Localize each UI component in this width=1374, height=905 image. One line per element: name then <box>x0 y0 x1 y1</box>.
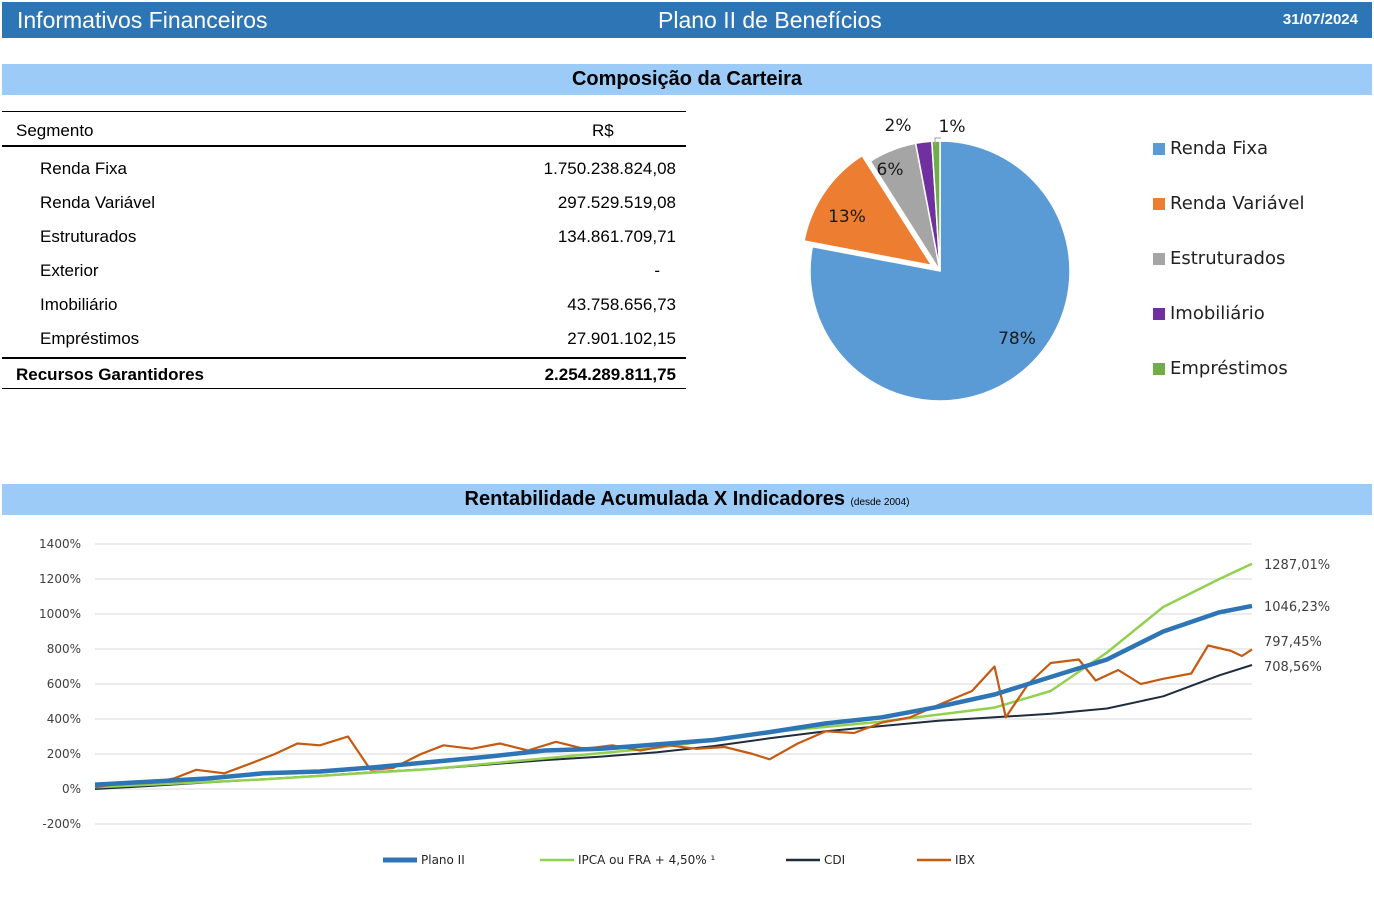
legend-swatch <box>1153 363 1165 375</box>
row-label: Renda Fixa <box>40 159 127 178</box>
series-end-label: 797,45% <box>1264 635 1322 650</box>
y-tick-label: 0% <box>62 782 81 796</box>
table-row: Estruturados 134.861.709,71 <box>2 219 686 253</box>
pie-slice-renda-vari-vel <box>803 154 934 267</box>
legend-series-label: CDI <box>824 853 845 867</box>
row-label: Renda Variável <box>40 193 155 212</box>
legend-swatch <box>1153 253 1165 265</box>
returns-subtitle: (desde 2004) <box>850 497 910 508</box>
pie-value-label: 78% <box>998 329 1036 349</box>
value-header: R$ <box>592 121 614 140</box>
row-label: Empréstimos <box>40 329 140 348</box>
total-rule-bottom <box>2 388 686 389</box>
legend-series-label: IBX <box>955 853 975 867</box>
segment-header: Segmento <box>16 121 94 140</box>
total-label: Recursos Garantidores <box>16 365 205 384</box>
legend-label: Renda Variável <box>1170 193 1304 214</box>
table-row: Imobiliário 43.758.656,73 <box>2 287 686 321</box>
legend-label: Estruturados <box>1170 248 1285 269</box>
row-label: Exterior <box>40 261 99 280</box>
legend-label: Renda Fixa <box>1170 138 1268 159</box>
legend-label: Imobiliário <box>1170 303 1265 324</box>
pie-value-label: 13% <box>828 207 866 227</box>
plan-title: Plano II de Benefícios <box>658 7 882 33</box>
legend-label: Empréstimos <box>1170 358 1288 379</box>
row-value: - <box>654 261 660 280</box>
series-end-label: 708,56% <box>1264 660 1322 675</box>
returns-title: Rentabilidade Acumulada X Indicadores <box>464 488 845 510</box>
pie-value-label: 6% <box>877 160 904 180</box>
table-row: Exterior - <box>2 253 686 287</box>
legend-series-label: Plano II <box>421 853 465 867</box>
y-tick-label: -200% <box>42 817 81 831</box>
pie-leader-line <box>934 137 941 146</box>
composition-section-header: Composição da Carteira <box>2 64 1372 95</box>
table-row: Renda Fixa 1.750.238.824,08 <box>2 151 686 185</box>
report-date: 31/07/2024 <box>1282 11 1358 28</box>
pie-slice-empr-stimos <box>931 140 941 272</box>
returns-section-header: Rentabilidade Acumulada X Indicadores (d… <box>2 484 1372 515</box>
y-tick-label: 1400% <box>39 537 81 551</box>
series-end-label: 1046,23% <box>1264 600 1330 615</box>
y-tick-label: 600% <box>47 677 81 691</box>
y-tick-label: 200% <box>47 747 81 761</box>
y-tick-label: 800% <box>47 642 81 656</box>
row-value: 1.750.238.824,08 <box>543 159 676 178</box>
y-tick-label: 1200% <box>39 572 81 586</box>
table-row: Renda Variável 297.529.519,08 <box>2 185 686 219</box>
row-value: 297.529.519,08 <box>557 193 676 212</box>
series-line-plano-ii <box>94 603 1253 787</box>
table-top-rule <box>2 111 686 112</box>
pie-value-label: 2% <box>885 116 912 136</box>
portfolio-pie-chart: 78% 13% 6% 2% 1% Renda Fixa Renda Variável Estr… <box>803 116 1304 402</box>
total-rule-top <box>2 357 686 359</box>
returns-line-chart: -200% 0% 200% 400% 600% 800% 1000% 1200% 1400% 10… <box>39 537 1330 867</box>
y-tick-label: 400% <box>47 712 81 726</box>
pie-value-label: 1% <box>939 117 966 137</box>
y-tick-label: 1000% <box>39 607 81 621</box>
legend-series-label: IPCA ou FRA + 4,50% ¹ <box>578 853 716 867</box>
composition-title: Composição da Carteira <box>571 68 803 90</box>
row-value: 43.758.656,73 <box>567 295 676 314</box>
row-value: 134.861.709,71 <box>557 227 676 246</box>
report-title: Informativos Financeiros <box>17 7 268 33</box>
series-end-label: 1287,01% <box>1264 558 1330 573</box>
row-value: 27.901.102,15 <box>567 329 676 348</box>
legend-swatch <box>1153 308 1165 320</box>
total-value: 2.254.289.811,75 <box>544 365 676 384</box>
header-rule <box>2 145 686 147</box>
top-header-bar: Informativos Financeiros Plano II de Ben… <box>2 2 1372 38</box>
row-label: Estruturados <box>40 227 137 246</box>
legend-swatch <box>1153 143 1165 155</box>
series-line-ibx <box>94 644 1253 789</box>
row-label: Imobiliário <box>40 295 118 314</box>
table-row: Empréstimos 27.901.102,15 <box>2 321 686 355</box>
legend-swatch <box>1153 198 1165 210</box>
